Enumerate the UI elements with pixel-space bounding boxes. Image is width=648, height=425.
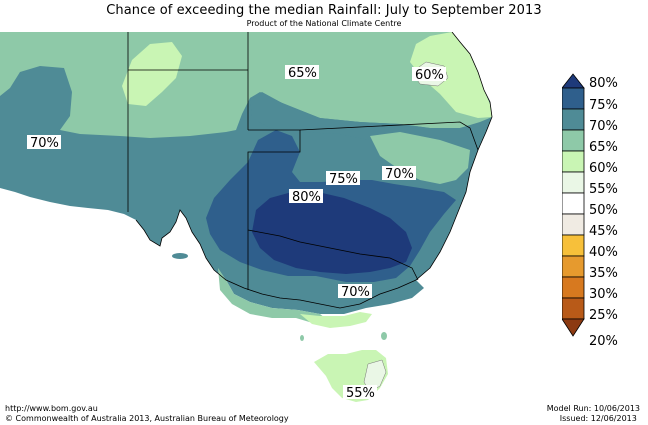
band-80 [252, 192, 412, 274]
flinders-island [381, 332, 387, 340]
king-island [300, 335, 304, 341]
label-box [412, 67, 446, 81]
legend-label-70: 70% [589, 119, 618, 134]
footer-dates: Model Run: 10/06/2013 Issued: 12/06/2013 [547, 404, 640, 424]
label-65: 65% [288, 66, 317, 81]
legend-swatch-40 [561, 234, 585, 257]
legend-canvas: 80% 75% 70% 65% 60% 55% 50% 45% 40% 35% … [561, 73, 618, 349]
label-box [285, 65, 319, 79]
legend-swatch-30 [561, 276, 585, 299]
state-borders [127, 32, 493, 309]
label-80: 80% [292, 190, 321, 205]
copyright-text: © Commonwealth of Australia 2013, Austra… [5, 414, 289, 423]
legend-label-60: 60% [589, 161, 618, 176]
kangaroo-island [172, 253, 188, 259]
label-70-vic: 70% [341, 285, 370, 300]
legend-labels: 80% 75% 70% 65% 60% 55% 50% 45% 40% 35% … [589, 76, 618, 349]
legend-swatch-25 [561, 297, 585, 320]
coastline [135, 32, 493, 309]
legend-swatch-55 [561, 171, 585, 194]
legend-swatch-75 [561, 87, 585, 110]
legend-label-45: 45% [589, 224, 618, 239]
bom-link[interactable]: http://www.bom.gov.au [5, 404, 98, 413]
band-65-nsw [370, 132, 470, 184]
sa-qld-nsw-border [247, 129, 301, 290]
legend-swatch-35 [561, 255, 585, 278]
band-60-wa [122, 42, 182, 106]
legend-swatch-65 [561, 129, 585, 152]
label-60: 60% [415, 68, 444, 83]
qld-nsw-border [299, 121, 479, 151]
label-55-tas: 55% [346, 386, 375, 401]
legend-swatch-70 [561, 108, 585, 131]
contour-labels: 65% 60% 70% 75% 70% 80% 70% 55% [27, 65, 446, 401]
legend-label-30: 30% [589, 287, 618, 302]
legend-swatch-50 [561, 192, 585, 215]
model-run-date: Model Run: 10/06/2013 [546, 404, 640, 413]
map-subtitle: Product of the National Climate Centre [246, 19, 402, 28]
band-65-south [218, 268, 330, 324]
rainfall-map: 65% 60% 70% 75% 70% 80% 70% 55% [0, 32, 507, 403]
label-70-nsw: 70% [385, 167, 414, 182]
legend-swatch-45 [561, 213, 585, 236]
issued-date: Issued: 12/06/2013 [559, 414, 637, 423]
label-75: 75% [329, 172, 358, 187]
label-box [27, 135, 61, 149]
label-box [338, 284, 372, 298]
legend-arrow-down [561, 318, 585, 337]
legend-label-65: 65% [589, 140, 618, 155]
label-box [343, 385, 377, 399]
map-canvas: 65% 60% 70% 75% 70% 80% 70% 55% [0, 32, 507, 403]
band-70-south [226, 280, 424, 314]
tasmania-55 [363, 359, 387, 393]
legend-arrow-up [561, 73, 585, 89]
legend-label-40: 40% [589, 245, 618, 260]
color-legend: 80% 75% 70% 65% 60% 55% 50% 45% 40% 35% … [561, 72, 648, 362]
band-65-north [0, 32, 492, 138]
label-70-west: 70% [30, 136, 59, 151]
label-box [289, 189, 323, 203]
legend-label-50: 50% [589, 203, 618, 218]
legend-swatch-60 [561, 150, 585, 173]
legend-label-25: 25% [589, 308, 618, 323]
legend-label-80: 80% [589, 76, 618, 91]
label-box [326, 171, 360, 185]
footer-credits: http://www.bom.gov.au © Commonwealth of … [5, 404, 289, 424]
legend-label-20: 20% [589, 334, 618, 349]
band-60-ne [410, 32, 492, 118]
legend-label-55: 55% [589, 182, 618, 197]
nsw-vic-border [247, 229, 419, 281]
label-box [382, 166, 416, 180]
legend-label-75: 75% [589, 98, 618, 113]
legend-label-35: 35% [589, 266, 618, 281]
band-60-south [300, 312, 372, 328]
map-title: Chance of exceeding the median Rainfall:… [106, 3, 542, 18]
